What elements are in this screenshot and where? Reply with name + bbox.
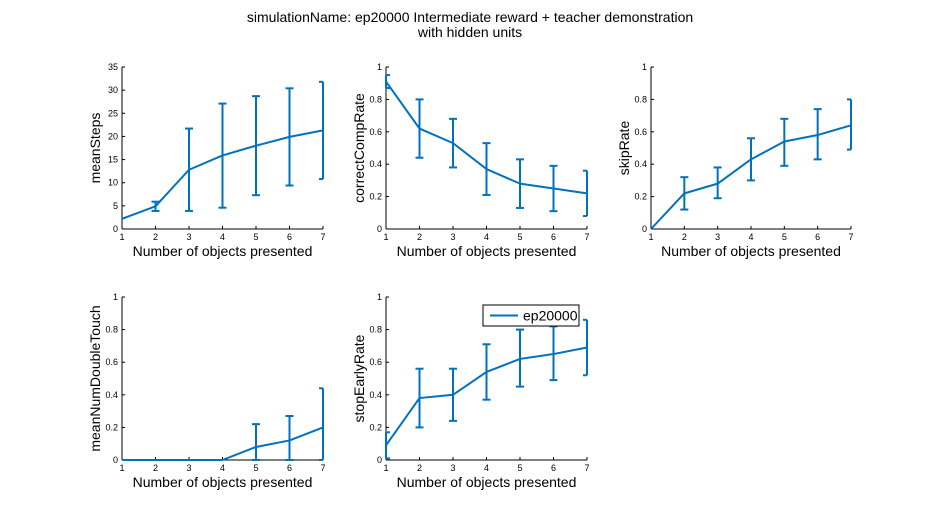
y-tick-label: 1 <box>113 292 118 302</box>
x-tick-label: 3 <box>186 232 191 242</box>
legend-box <box>482 304 580 327</box>
subplot-5: 1 2 3 4 5 6 7 0 0.2 0.4 0.6 0.8 1 Number of objects p… <box>351 292 590 490</box>
y-tick-label: 30 <box>108 85 118 95</box>
y-axis-label: skipRate <box>616 121 632 176</box>
x-axis-label: Number of objects presented <box>397 474 577 490</box>
x-tick-label: 1 <box>119 232 124 242</box>
y-tick-label: 0.2 <box>634 192 647 202</box>
y-tick-label: 0.8 <box>105 325 118 335</box>
x-axis-label: Number of objects presented <box>133 243 313 259</box>
series-line <box>385 80 588 195</box>
y-axis-label: correctCompRate <box>351 93 367 203</box>
x-tick-label: 4 <box>220 463 225 473</box>
x-tick-label: 1 <box>119 463 124 473</box>
legend-label: ep20000 <box>523 308 578 324</box>
y-tick-label: 0.2 <box>369 422 382 432</box>
x-tick-label: 5 <box>253 463 258 473</box>
x-tick-label: 4 <box>484 463 489 473</box>
y-tick-label: 1 <box>377 292 382 302</box>
series-line <box>650 124 852 230</box>
y-tick-label: 0.6 <box>634 127 647 137</box>
y-tick-label: 0 <box>377 455 382 465</box>
y-axis-label: meanSteps <box>87 113 103 184</box>
y-axis-label: meanNumDoubleTouch <box>87 305 103 451</box>
x-tick-label: 1 <box>383 232 388 242</box>
y-tick-label: 0.2 <box>105 422 118 432</box>
y-tick-label: 0 <box>377 224 382 234</box>
y-axis-label: stopEarlyRate <box>351 334 367 422</box>
y-tick-label: 0.8 <box>369 325 382 335</box>
x-tick-label: 7 <box>584 232 589 242</box>
x-tick-label: 6 <box>287 232 292 242</box>
series-line <box>385 346 588 446</box>
y-tick-label: 35 <box>108 62 118 72</box>
y-tick-label: 0.6 <box>105 357 118 367</box>
y-tick-label: 0.4 <box>369 390 382 400</box>
x-axis-label: Number of objects presented <box>661 243 841 259</box>
y-tick-label: 5 <box>113 201 118 211</box>
x-axis-label: Number of objects presented <box>397 243 577 259</box>
y-tick-label: 10 <box>108 178 118 188</box>
y-tick-label: 0.2 <box>369 192 382 202</box>
y-tick-label: 25 <box>108 108 118 118</box>
x-tick-label: 5 <box>253 232 258 242</box>
y-tick-label: 0.6 <box>369 127 382 137</box>
x-tick-label: 5 <box>782 232 787 242</box>
x-tick-label: 3 <box>450 232 455 242</box>
y-tick-label: 0.8 <box>369 94 382 104</box>
legend: ep20000 <box>482 304 580 327</box>
subplot-2: 1 2 3 4 5 6 7 0 0.2 0.4 0.6 0.8 1 Number of objects p… <box>351 62 590 259</box>
y-tick-label: 1 <box>377 62 382 72</box>
y-tick-label: 0 <box>113 224 118 234</box>
x-tick-label: 4 <box>484 232 489 242</box>
x-tick-label: 4 <box>220 232 225 242</box>
subplot-1: 1 2 3 4 5 6 7 0 5 10 15 20 25 30 35 Number of objects p… <box>87 62 326 259</box>
x-tick-label: 6 <box>551 463 556 473</box>
y-tick-label: 20 <box>108 131 118 141</box>
y-tick-label: 0 <box>113 455 118 465</box>
x-tick-label: 2 <box>153 232 158 242</box>
x-tick-label: 2 <box>682 232 687 242</box>
x-tick-label: 7 <box>320 232 325 242</box>
x-tick-label: 6 <box>815 232 820 242</box>
subplot-4: 1 2 3 4 5 6 7 0 0.2 0.4 0.6 0.8 1 Number of objects p… <box>87 292 326 490</box>
x-tick-label: 7 <box>584 463 589 473</box>
y-tick-label: 0.4 <box>105 390 118 400</box>
figure-title-line2: with hidden units <box>417 24 522 40</box>
x-axis-label: Number of objects presented <box>133 474 313 490</box>
y-tick-label: 0.6 <box>369 357 382 367</box>
x-tick-label: 5 <box>517 232 522 242</box>
x-tick-label: 5 <box>517 463 522 473</box>
x-tick-label: 7 <box>320 463 325 473</box>
x-tick-label: 1 <box>383 463 388 473</box>
x-tick-label: 3 <box>715 232 720 242</box>
x-tick-label: 2 <box>417 232 422 242</box>
x-tick-label: 2 <box>417 463 422 473</box>
y-tick-label: 0.4 <box>634 159 647 169</box>
x-tick-label: 1 <box>648 232 653 242</box>
x-tick-label: 6 <box>287 463 292 473</box>
x-tick-label: 3 <box>186 463 191 473</box>
series-line <box>121 129 324 220</box>
x-tick-label: 6 <box>551 232 556 242</box>
y-tick-label: 1 <box>642 62 647 72</box>
x-tick-label: 4 <box>748 232 753 242</box>
y-tick-label: 0 <box>642 224 647 234</box>
y-tick-label: 0.8 <box>634 94 647 104</box>
y-tick-label: 15 <box>108 155 118 165</box>
series-line <box>122 426 324 461</box>
y-tick-label: 0.4 <box>369 159 382 169</box>
subplot-3: 1 2 3 4 5 6 7 0 0.2 0.4 0.6 0.8 1 Number of objects p… <box>616 62 854 259</box>
x-tick-label: 3 <box>450 463 455 473</box>
x-tick-label: 7 <box>848 232 853 242</box>
x-tick-label: 2 <box>153 463 158 473</box>
figure-title-line1: simulationName: ep20000 Intermediate rew… <box>247 9 693 25</box>
